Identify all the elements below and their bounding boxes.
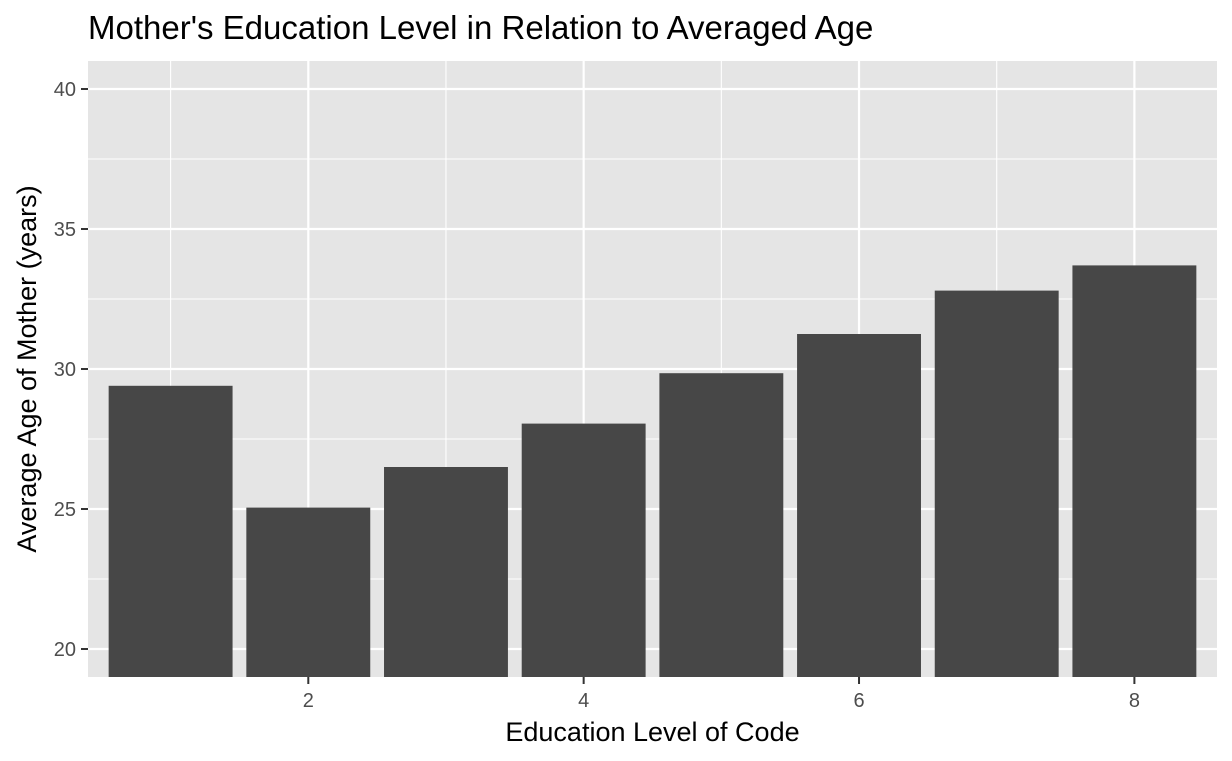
y-axis: 20 25 30 35 40 (54, 79, 88, 661)
x-tick-label: 4 (578, 690, 589, 712)
bar (1072, 265, 1197, 677)
chart-title: Mother's Education Level in Relation to … (88, 9, 873, 46)
bars (108, 265, 1197, 677)
bar (934, 290, 1059, 677)
x-tick-label: 2 (303, 690, 314, 712)
bar (659, 373, 784, 677)
bar (521, 423, 646, 677)
y-tick-label: 20 (54, 639, 76, 661)
y-tick-label: 40 (54, 79, 76, 101)
x-axis: 2 4 6 8 (303, 677, 1140, 712)
x-tick-label: 8 (1129, 690, 1140, 712)
y-axis-title: Average Age of Mother (years) (12, 185, 42, 552)
bar (108, 385, 233, 677)
bar (246, 507, 371, 677)
y-tick-label: 35 (54, 219, 76, 241)
y-tick-label: 30 (54, 359, 76, 381)
y-tick-label: 25 (54, 499, 76, 521)
x-axis-title: Education Level of Code (505, 717, 799, 747)
bar (384, 467, 508, 677)
x-tick-label: 6 (853, 690, 864, 712)
bar (797, 334, 921, 677)
